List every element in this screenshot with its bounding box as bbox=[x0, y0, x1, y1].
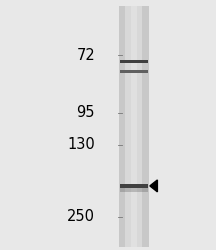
Text: 95: 95 bbox=[77, 105, 95, 120]
Bar bbox=[131, 6, 137, 247]
Text: 250: 250 bbox=[67, 210, 95, 224]
Text: 130: 130 bbox=[67, 138, 95, 152]
Bar bbox=[125, 6, 142, 247]
Bar bbox=[120, 70, 148, 73]
Polygon shape bbox=[150, 180, 157, 192]
Bar bbox=[119, 6, 149, 247]
Bar bbox=[120, 60, 148, 63]
Bar bbox=[120, 184, 148, 188]
Bar bbox=[120, 188, 148, 192]
Text: 72: 72 bbox=[76, 48, 95, 63]
